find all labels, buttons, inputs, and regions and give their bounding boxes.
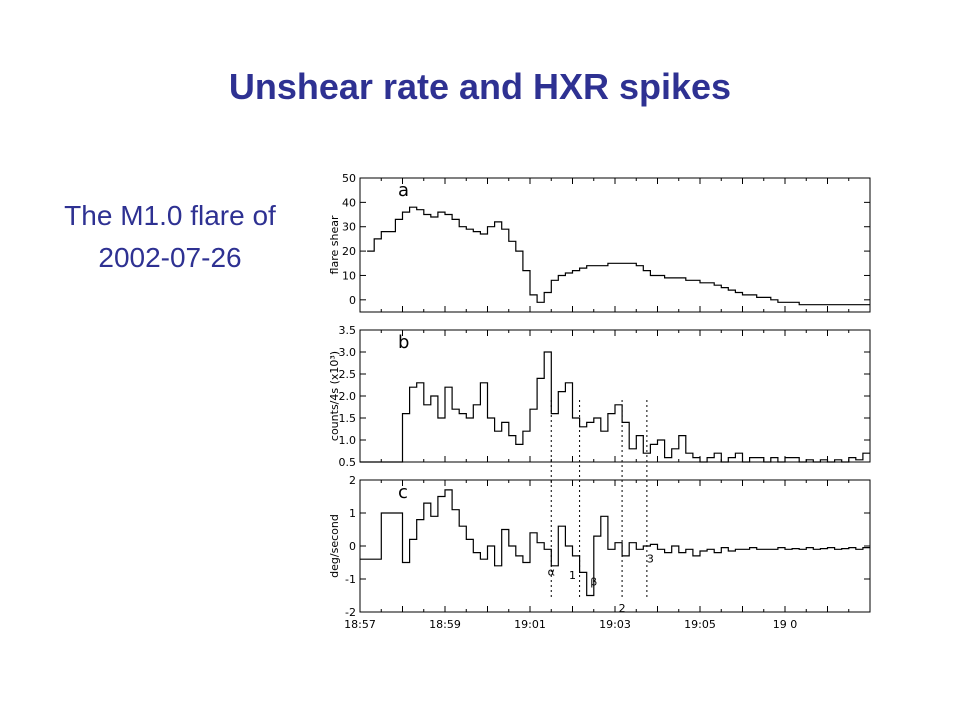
y-tick-label: 3.5 (339, 324, 357, 337)
y-axis-title: counts/4s (x10³) (328, 351, 341, 441)
panel-letter: b (398, 332, 409, 353)
x-tick-label: 18:59 (429, 618, 461, 631)
annotation-label: 2 (619, 602, 626, 615)
y-tick-label: 2.0 (339, 390, 357, 403)
panel-letter: c (398, 482, 408, 503)
x-tick-label: 18:57 (344, 618, 376, 631)
y-tick-label: 1.0 (339, 434, 357, 447)
x-tick-label: 19:03 (599, 618, 631, 631)
y-tick-label: 20 (342, 245, 356, 258)
y-tick-label: 0 (349, 294, 356, 307)
y-tick-label: 2 (349, 474, 356, 487)
data-series (360, 351, 870, 463)
annotation-label: 1 (569, 569, 576, 582)
annotation-label: β (590, 576, 597, 589)
y-tick-label: 40 (342, 196, 356, 209)
slide-title: Unshear rate and HXR spikes (228, 66, 732, 107)
x-tick-label: 19:01 (514, 618, 546, 631)
y-tick-label: 30 (342, 221, 356, 234)
x-tick-label: 19:05 (684, 618, 716, 631)
data-series (367, 206, 870, 306)
panel-letter: a (398, 180, 409, 201)
x-tick-label: 19 0 (773, 618, 798, 631)
panel-b: b 0.5 1.0 1.5 2.0 2.5 3.0 3.5 counts/4s (x10³) (328, 324, 871, 469)
y-tick-label: 0 (349, 540, 356, 553)
panel-a: a 0 10 20 30 40 50 flare shear (328, 172, 871, 313)
panel-c: c -2 -1 0 1 2 deg/second 18:57 18:59 19:01 19:03 19… (328, 474, 871, 631)
subtitle-line-1: The M1.0 flare of (64, 200, 276, 231)
y-tick-label: 1 (349, 507, 356, 520)
y-tick-label: -1 (345, 573, 356, 586)
subtitle-line-2: 2002-07-26 (98, 242, 242, 273)
y-axis-title: flare shear (328, 215, 341, 274)
annotation-label: α (548, 566, 555, 579)
y-tick-label: -2 (345, 606, 356, 619)
panel-frame (359, 177, 871, 313)
data-series (360, 489, 870, 597)
y-tick-label: 1.5 (339, 412, 357, 425)
y-tick-label: 50 (342, 172, 356, 185)
y-tick-label: 0.5 (339, 456, 357, 469)
y-tick-label: 10 (342, 269, 356, 282)
y-tick-label: 2.5 (339, 368, 357, 381)
y-tick-label: 3.0 (339, 346, 357, 359)
y-axis-title: deg/second (328, 514, 341, 578)
annotation-label: 3 (647, 553, 654, 566)
flare-subtitle: The M1.0 flare of 2002-07-26 (20, 195, 320, 279)
